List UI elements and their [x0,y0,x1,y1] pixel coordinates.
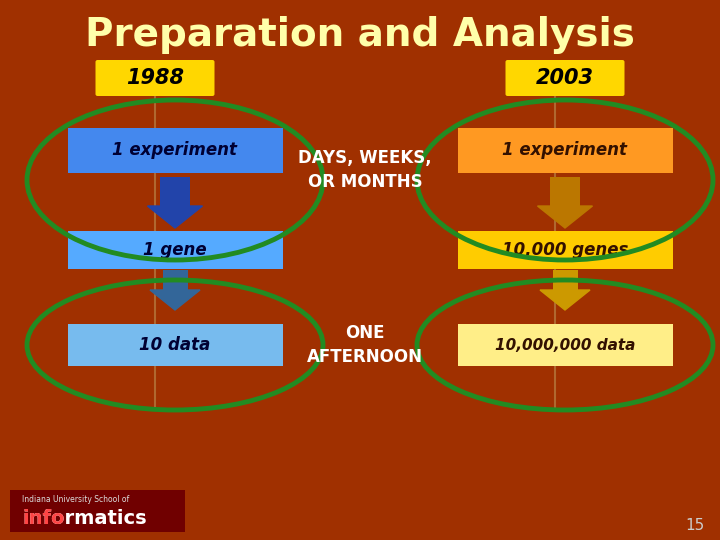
Polygon shape [148,206,202,228]
Bar [10,490,185,532]
Text: 1 experiment: 1 experiment [503,141,628,159]
Bar [550,177,580,206]
Bar [160,177,190,206]
Bar [457,231,672,269]
Bar [457,127,672,172]
Text: DAYS, WEEKS,
OR MONTHS: DAYS, WEEKS, OR MONTHS [298,149,432,191]
Bar [163,270,187,290]
Bar [68,324,282,366]
Text: Preparation and Analysis: Preparation and Analysis [85,16,635,54]
Text: 10 data: 10 data [139,336,211,354]
Text: ONE
AFTERNOON: ONE AFTERNOON [307,324,423,366]
Text: Indiana University School of: Indiana University School of [22,496,130,504]
Text: info: info [22,509,65,528]
Bar [68,127,282,172]
Bar [552,270,577,290]
Bar [457,324,672,366]
Text: 1988: 1988 [126,68,184,88]
Bar [68,231,282,269]
Polygon shape [150,290,200,310]
Text: 10,000 genes: 10,000 genes [502,241,628,259]
Text: 15: 15 [685,517,705,532]
Polygon shape [538,206,593,228]
FancyBboxPatch shape [505,60,624,96]
Text: 10,000,000 data: 10,000,000 data [495,338,635,353]
Polygon shape [540,290,590,310]
Text: 2003: 2003 [536,68,594,88]
Text: informatics: informatics [22,509,147,528]
FancyBboxPatch shape [96,60,215,96]
Text: 1 gene: 1 gene [143,241,207,259]
Text: 1 experiment: 1 experiment [112,141,238,159]
